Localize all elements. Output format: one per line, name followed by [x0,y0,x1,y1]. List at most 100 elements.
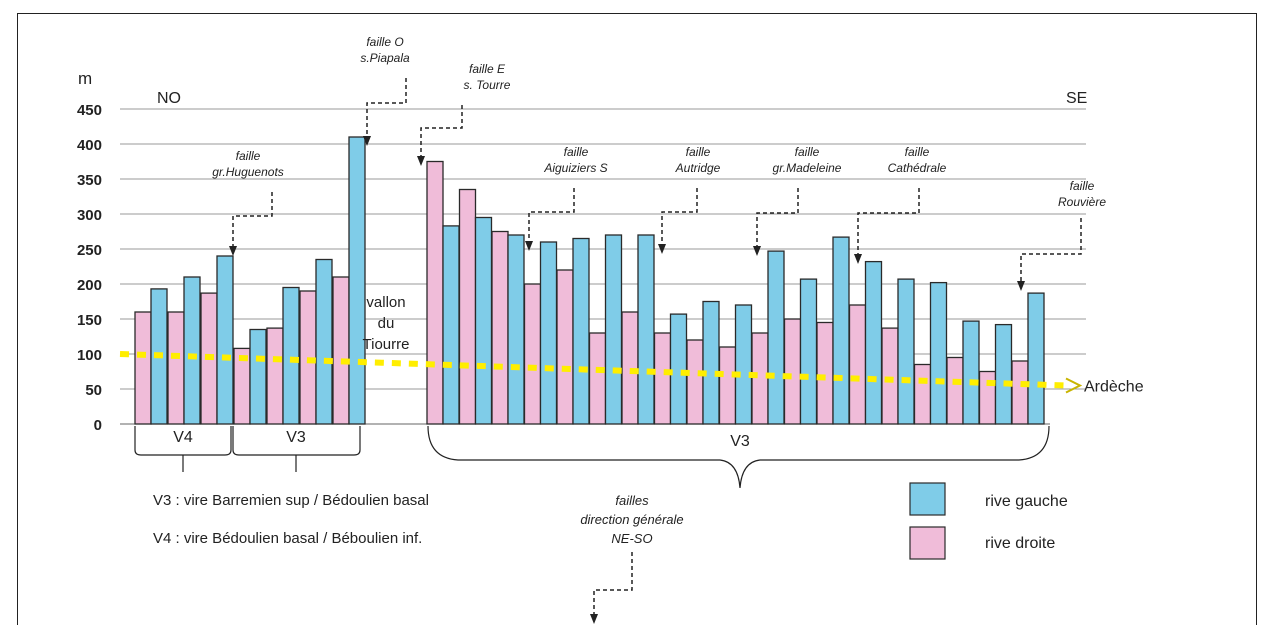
fault-arrowhead [1017,281,1025,291]
fault-arrow [232,192,273,250]
vallon-line-2: du [378,315,395,332]
bar-rive-gauche [216,255,234,425]
bar-rive-gauche [572,237,590,425]
fault-arrow [1020,218,1082,285]
bar-rive-gauche [249,328,267,425]
bar-rive-gauche [282,286,300,425]
bar-rive-droite [946,356,964,425]
fault-arrow [528,188,575,245]
fault-label: faille [564,145,589,159]
label-se: SE [1066,90,1087,107]
group-bracket [427,425,1050,489]
bar-rive-gauche [348,136,366,425]
y-tick-label: 400 [77,137,102,154]
bar-rive-gauche [539,241,558,425]
bar-rive-droite [913,363,932,425]
bar-rive-gauche [734,304,753,425]
v4-description: V4 : vire Bédoulien basal / Béboulien in… [153,530,422,547]
fault-arrow [420,105,463,160]
ardeche-dotted-line [119,351,1067,389]
group-label: V3 [286,429,306,446]
bar-rive-gauche [669,313,688,425]
bar-rive-gauche [637,234,655,425]
fault-arrow [366,78,407,140]
bar-rive-gauche [832,236,850,425]
fault-label: Autridge [675,161,721,175]
vallon-line-3: Tiourre [363,336,410,353]
legend-swatch-rive-droite [909,526,946,560]
bar-rive-droite [783,318,802,425]
legend-label-rive-droite: rive droite [985,535,1055,552]
bar-rive-gauche [474,216,493,425]
failles-direction-label: failles direction générale NE-SO [580,493,684,624]
bar-rive-gauche [604,234,623,425]
fault-label: faille O [366,35,403,49]
bar-rive-droite [881,327,899,425]
fault-arrow [756,188,799,250]
fault-label: faille [1070,179,1095,193]
bar-rive-gauche [994,323,1013,425]
legend-swatch-rive-gauche [909,482,946,516]
bar-rive-gauche [183,276,201,425]
bar-rive-droite [588,332,607,425]
bar-rive-gauche [929,281,948,425]
fault-arrowhead [417,156,425,166]
bar-rive-droite [978,370,997,425]
y-tick-label: 450 [77,102,102,119]
y-axis-ticks: 0 50 100 150 200 250 300 350 400 450 [77,102,102,434]
fault-label: faille [795,145,820,159]
group-label: V4 [173,429,193,446]
fault-arrowhead [753,246,761,256]
figure-frame [17,13,1257,625]
bar-rive-droite [556,269,574,425]
y-axis-unit: m [78,69,92,88]
bar-rive-gauche [864,260,883,425]
bar-rive-droite [816,321,834,425]
fault-label: faille E [469,62,506,76]
y-tick-label: 150 [77,312,102,329]
fault-label: gr.Huguenots [212,165,284,179]
bar-rive-droite [653,332,672,425]
bar-rive-gauche [962,320,980,425]
bar-rive-gauche [799,278,818,425]
group-label: V3 [730,433,750,450]
ardeche-label: Ardèche [1084,379,1144,396]
bar-rive-droite [523,283,542,425]
bar-rive-droite [458,188,477,425]
y-tick-label: 250 [77,242,102,259]
fault-label: Rouvière [1058,195,1106,209]
fault-label: gr.Madeleine [773,161,842,175]
y-tick-label: 350 [77,172,102,189]
bar-rive-droite [718,346,737,425]
fault-arrowhead [229,246,237,256]
bar-rive-gauche [897,278,915,425]
bar-rive-gauche [315,258,333,425]
fault-label: faille [905,145,930,159]
bar-rive-gauche [507,234,525,425]
legend: rive gauche rive droite [909,482,1068,560]
bar-rive-droite [134,311,152,425]
v3-description: V3 : vire Barremien sup / Bédoulien basa… [153,492,429,509]
bar-rive-droite [1011,360,1029,425]
ardeche-level-line: Ardèche [119,351,1144,396]
bar-rive-droite [426,160,444,425]
y-tick-label: 300 [77,207,102,224]
bar-rive-droite [751,332,769,425]
fault-label: s.Piapala [360,51,410,65]
y-tick-label: 100 [77,347,102,364]
fault-arrowhead [363,136,371,146]
fault-arrow [857,188,920,258]
bar-rive-droite [491,230,509,425]
ardeche-arrow [1065,377,1083,394]
bar-rive-droite [848,304,867,425]
failles-dir-line-2: direction générale [580,512,683,527]
fault-arrowhead [525,241,533,251]
bar-rive-gauche [1027,292,1045,425]
group-brackets: V4 V3 V3 [134,425,1050,489]
bar-rive-gauche [767,250,785,425]
fault-annotations: faille O s.Piapala faille E s. Tourre faille… [212,35,1106,291]
bar-rive-droite [266,327,284,425]
fault-label: faille [686,145,711,159]
bar-rive-droite [332,276,350,425]
fault-label: Aiguiziers S [543,161,607,175]
